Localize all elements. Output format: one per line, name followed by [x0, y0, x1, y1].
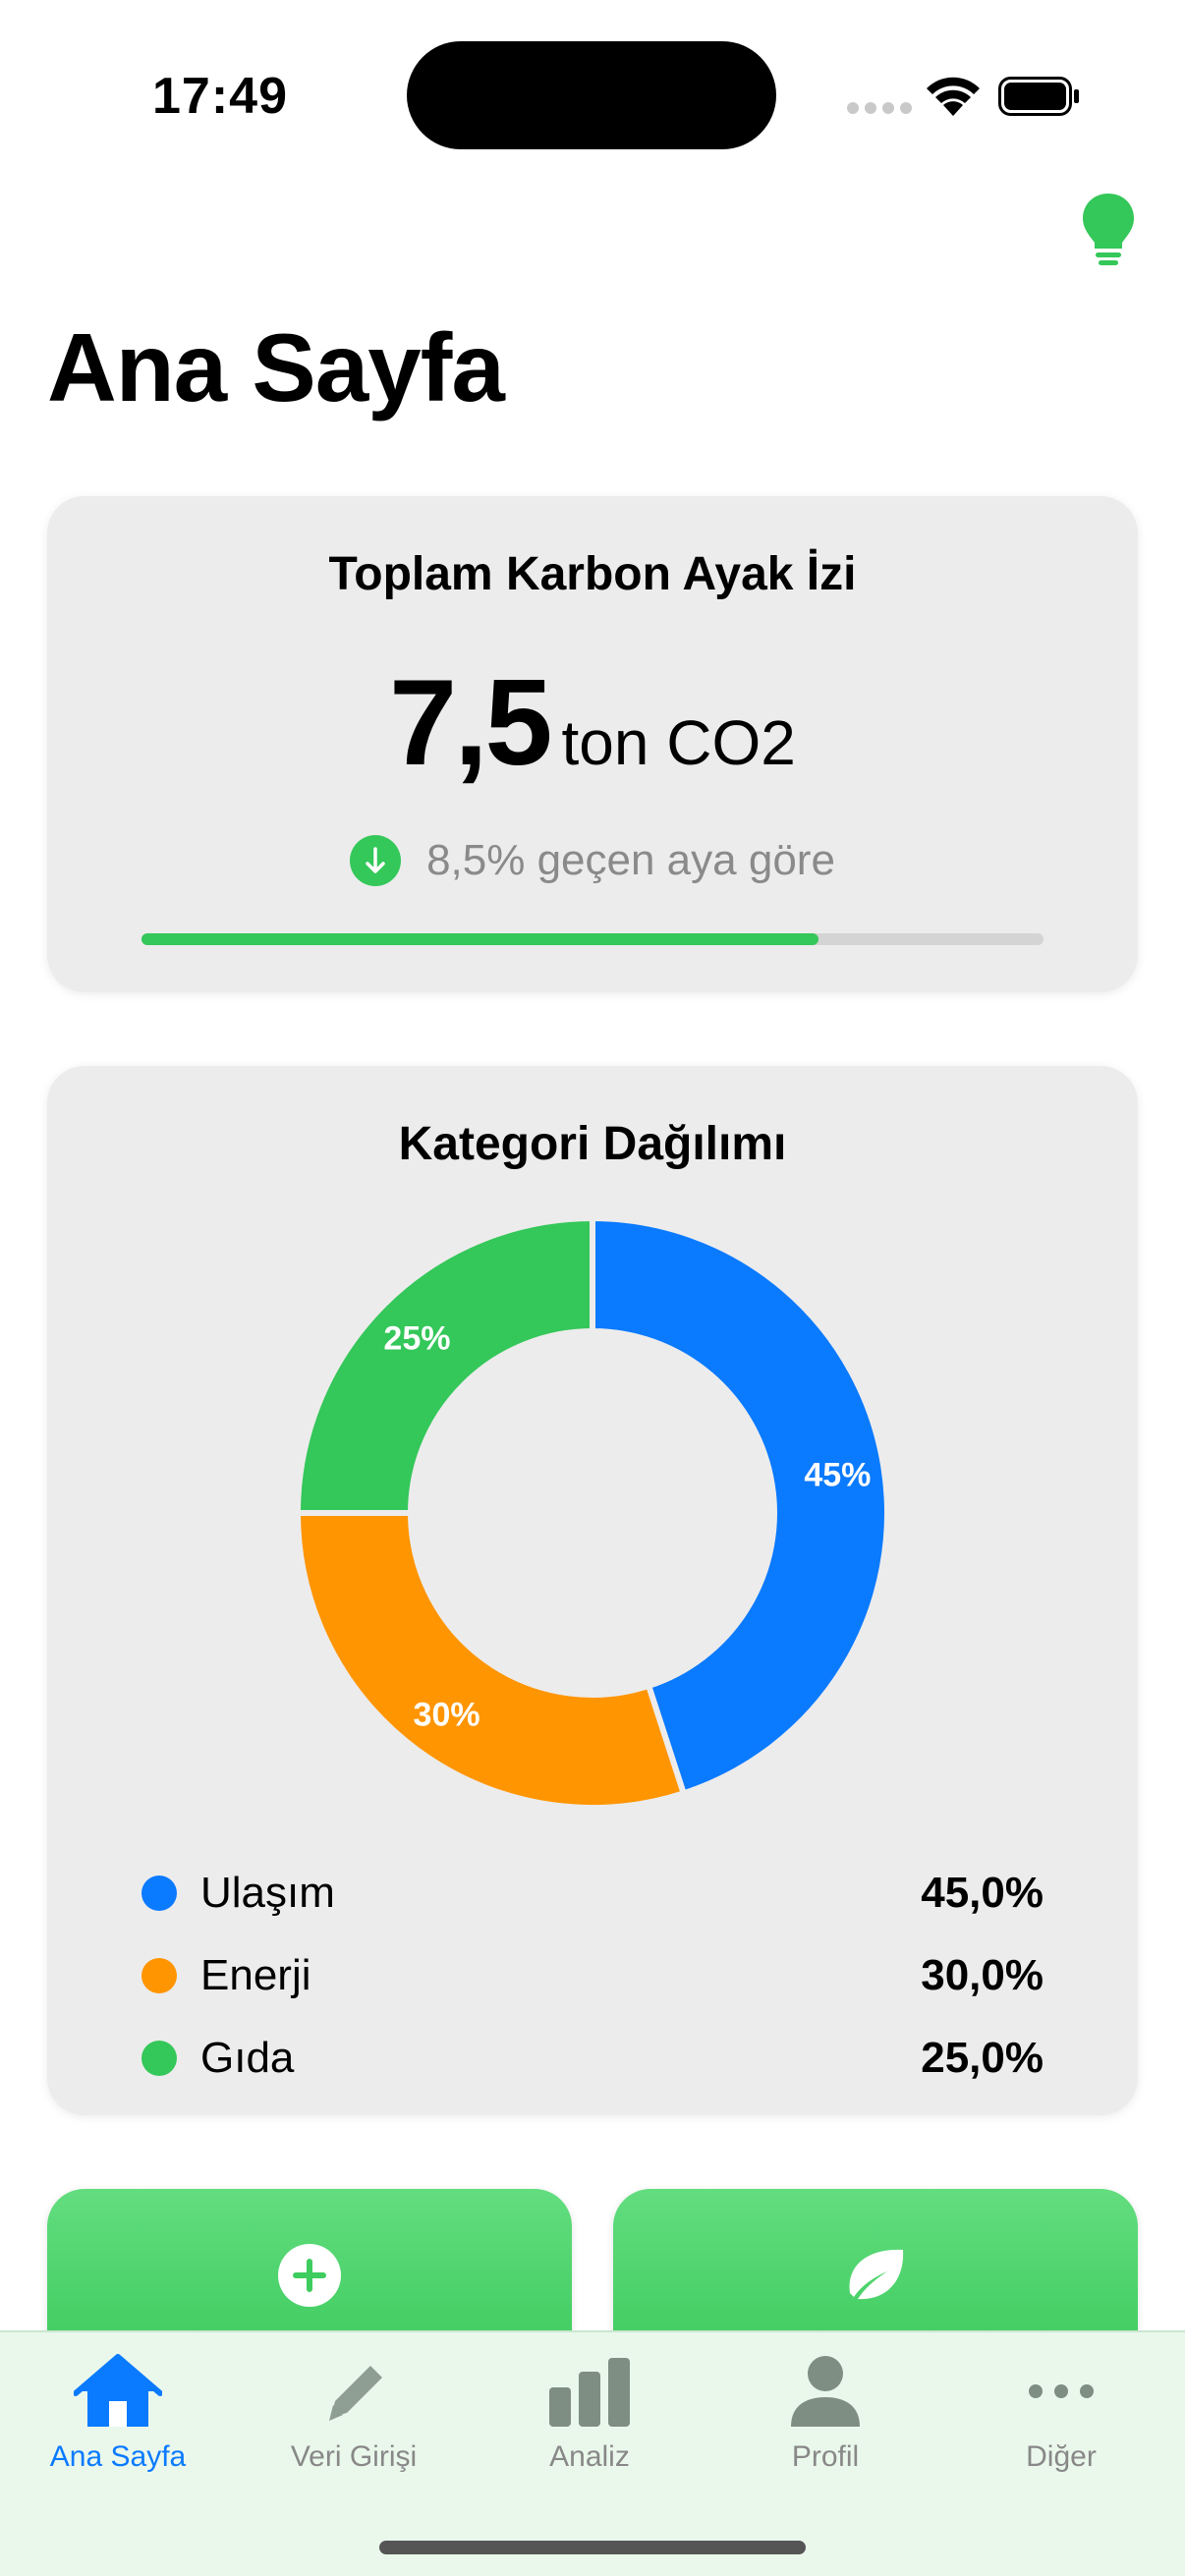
- legend-label-transport: Ulaşım: [200, 1869, 335, 1917]
- tab-bar: Ana Sayfa Veri Girişi Analiz Profil: [0, 2330, 1185, 2576]
- leaf-icon: [849, 2249, 904, 2300]
- ellipsis-icon: [1029, 2384, 1094, 2398]
- donut-slice-transport: [590, 1214, 890, 1798]
- legend-dot-food: [141, 2041, 177, 2076]
- tab-home[interactable]: Ana Sayfa: [0, 2352, 236, 2474]
- category-distribution-card: Kategori Dağılımı 45% 30% 25% Ulaşım 45,0%…: [47, 1066, 1138, 2115]
- change-text: 8,5% geçen aya göre: [426, 836, 835, 884]
- status-time: 17:49: [152, 68, 288, 125]
- legend-dot-transport: [141, 1876, 177, 1911]
- legend-row-transport: Ulaşım 45,0%: [141, 1852, 1044, 1934]
- total-footprint-title: Toplam Karbon Ayak İzi: [328, 548, 857, 600]
- total-value-unit: ton CO2: [561, 707, 796, 778]
- bar-chart-icon: [549, 2358, 630, 2427]
- add-data-button[interactable]: [47, 2189, 572, 2356]
- battery-icon: [998, 77, 1079, 116]
- legend-row-energy: Enerji 30,0%: [141, 1934, 1044, 2017]
- legend-value-energy: 30,0%: [921, 1951, 1044, 1999]
- progress-bar: [141, 933, 1044, 945]
- legend-label-food: Gıda: [200, 2034, 295, 2082]
- legend-value-transport: 45,0%: [921, 1869, 1044, 1917]
- cellular-signal-icon: [847, 102, 912, 114]
- tab-data-entry-label: Veri Girişi: [290, 2440, 418, 2473]
- donut-slice-food: [294, 1214, 595, 1516]
- tab-more-label: Diğer: [1026, 2440, 1097, 2473]
- total-footprint-card: Toplam Karbon Ayak İzi 7,5 ton CO2 8,5% g…: [47, 496, 1138, 992]
- pencil-icon: [329, 2366, 382, 2421]
- plus-circle-icon: [278, 2244, 341, 2307]
- arrow-down-circle-icon: [350, 835, 402, 886]
- total-value-number: 7,5: [389, 655, 552, 791]
- category-donut-chart: 45% 30% 25%: [294, 1214, 890, 1811]
- donut-label-transport: 45%: [804, 1457, 871, 1494]
- tab-analysis-label: Analiz: [549, 2440, 630, 2473]
- tab-home-label: Ana Sayfa: [49, 2440, 187, 2473]
- donut-label-energy: 30%: [414, 1696, 480, 1733]
- legend-row-food: Gıda 25,0%: [141, 2017, 1044, 2100]
- category-title: Kategori Dağılımı: [398, 1118, 787, 1170]
- tab-profile[interactable]: Profil: [707, 2352, 943, 2474]
- eco-tips-button[interactable]: [613, 2189, 1138, 2356]
- legend-dot-energy: [141, 1958, 177, 1993]
- person-icon: [791, 2356, 860, 2427]
- legend-value-food: 25,0%: [921, 2034, 1044, 2082]
- donut-slice-energy: [294, 1510, 688, 1811]
- tab-profile-label: Profil: [791, 2440, 860, 2473]
- house-icon: [74, 2354, 162, 2427]
- progress-fill: [141, 933, 818, 945]
- wifi-icon: [927, 77, 980, 116]
- tab-data-entry[interactable]: Veri Girişi: [236, 2352, 472, 2474]
- total-value: 7,5 ton CO2: [47, 653, 1138, 793]
- legend-label-energy: Enerji: [200, 1951, 311, 1999]
- category-legend: Ulaşım 45,0% Enerji 30,0% Gıda 25,0%: [141, 1852, 1044, 2100]
- lightbulb-icon[interactable]: [1081, 192, 1136, 270]
- home-indicator: [379, 2541, 806, 2554]
- donut-label-food: 25%: [383, 1319, 450, 1357]
- dynamic-island: [407, 41, 776, 149]
- change-indicator: 8,5% geçen aya göre: [47, 835, 1138, 886]
- tab-analysis[interactable]: Analiz: [472, 2352, 707, 2474]
- page-title: Ana Sayfa: [47, 313, 505, 421]
- tab-more[interactable]: Diğer: [943, 2352, 1179, 2474]
